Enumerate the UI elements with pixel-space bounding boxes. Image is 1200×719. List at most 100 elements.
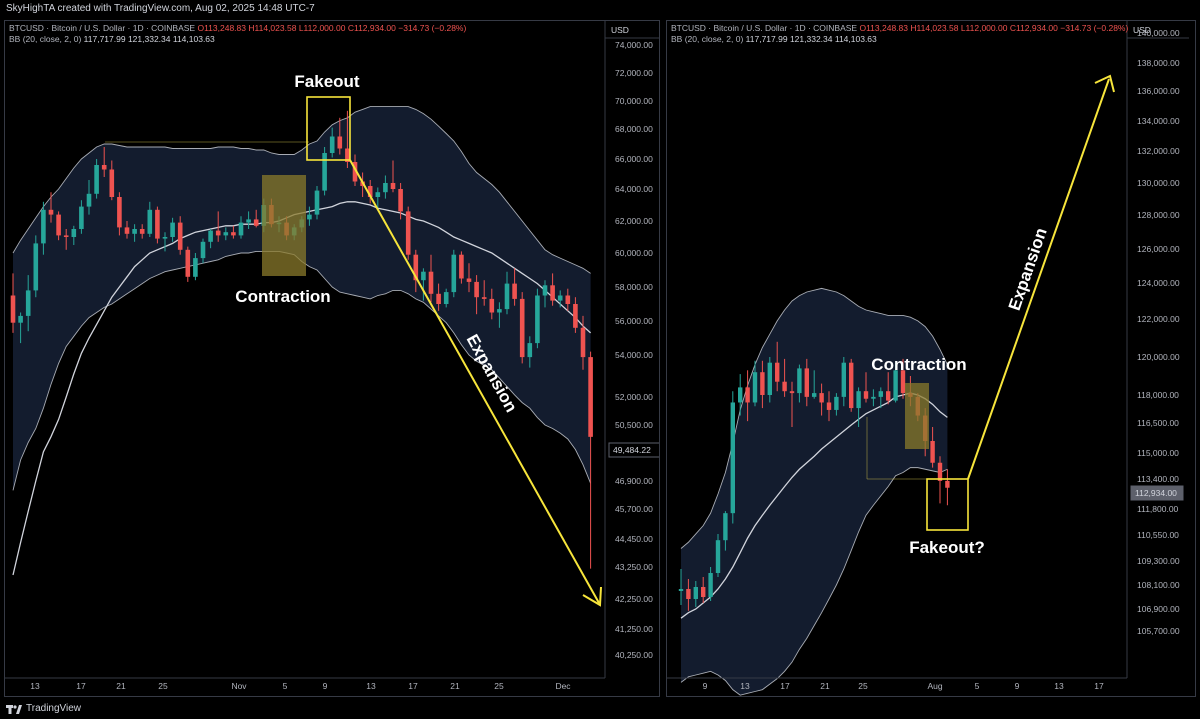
- candle-body: [459, 254, 464, 279]
- price-tick-label: 64,000.00: [615, 184, 653, 194]
- price-tick-label: 52,000.00: [615, 392, 653, 402]
- ohlc-high: H114,023.58: [248, 23, 297, 33]
- candle-body: [405, 211, 411, 255]
- time-tick-label: 17: [76, 681, 86, 691]
- ohlc-change: −314.73 (−0.28%): [1060, 23, 1129, 33]
- candle-body: [383, 183, 388, 193]
- expansion-arrowhead: [582, 586, 602, 607]
- ohlc-close: C112,934.00: [347, 23, 396, 33]
- time-tick-label: 17: [408, 681, 418, 691]
- candle-body: [893, 370, 898, 401]
- time-tick-label: Aug: [927, 681, 942, 691]
- candle-body: [124, 227, 130, 234]
- time-tick-label: 17: [780, 681, 790, 691]
- chart-canvas-left[interactable]: FakeoutContractionExpansionUSD74,000.007…: [5, 21, 660, 697]
- candle-body: [878, 391, 883, 397]
- candle-body: [390, 183, 396, 189]
- candle-body: [804, 368, 809, 397]
- symbol-text: BTCUSD · Bitcoin / U.S. Dollar · 1D · CO…: [671, 23, 858, 33]
- candle-body: [375, 192, 381, 197]
- price-tick-label: 50,500.00: [615, 420, 653, 430]
- legend-symbol-right: BTCUSD · Bitcoin / U.S. Dollar · 1D · CO…: [671, 23, 1128, 34]
- candle-body: [421, 271, 426, 281]
- price-tick-label: 105,700.00: [1137, 626, 1180, 636]
- candle-body: [139, 229, 145, 234]
- time-tick-label: 25: [494, 681, 504, 691]
- footer-bar: TradingView: [0, 699, 1200, 719]
- fakeout-box: [306, 96, 351, 161]
- candle-body: [208, 230, 213, 242]
- candle-body: [745, 387, 750, 403]
- candle-body: [900, 370, 906, 394]
- candle-body: [693, 587, 698, 599]
- legend-bb-left: BB (20, close, 2, 0) 117,717.99 121,332.…: [9, 34, 215, 45]
- candle-body: [701, 587, 706, 597]
- candle-body: [177, 222, 183, 250]
- candle-body: [10, 295, 16, 323]
- candle-body: [489, 298, 495, 313]
- last-price-label: 112,934.00: [1135, 488, 1177, 498]
- candle-body: [147, 209, 153, 234]
- candle-body: [223, 232, 229, 236]
- price-tick-label: 66,000.00: [615, 154, 653, 164]
- price-tick-label: 62,000.00: [615, 216, 653, 226]
- candle-body: [738, 387, 743, 403]
- candle-body: [253, 219, 259, 226]
- price-tick-label: 118,000.00: [1137, 390, 1179, 400]
- price-tick-label: 70,000.00: [615, 96, 653, 106]
- price-tick-label: 115,000.00: [1137, 448, 1179, 458]
- credit-bar: SkyHighTA created with TradingView.com, …: [0, 0, 1200, 18]
- bb-values: 117,717.99 121,332.34 114,103.63: [745, 34, 877, 44]
- candle-body: [71, 229, 77, 237]
- candle-body: [56, 214, 61, 236]
- candle-body: [841, 362, 846, 397]
- price-tick-label: 128,000.00: [1137, 210, 1180, 220]
- time-tick-label: 9: [703, 681, 708, 691]
- candle-body: [542, 285, 548, 296]
- bb-values: 117,717.99 121,332.34 114,103.63: [83, 34, 215, 44]
- bb-label: BB (20, close, 2, 0): [671, 34, 744, 44]
- candle-body: [535, 295, 540, 344]
- candle-body: [812, 393, 817, 397]
- price-axis-currency[interactable]: USD: [611, 25, 629, 35]
- ohlc-open: O113,248.83: [197, 23, 246, 33]
- candle-body: [849, 362, 854, 409]
- price-axis-background: [1127, 21, 1195, 696]
- time-tick-label: 5: [975, 681, 980, 691]
- candle-body: [41, 209, 46, 244]
- candle-body: [504, 283, 510, 310]
- credit-text: SkyHighTA created with TradingView.com, …: [6, 3, 315, 14]
- legend-bb-right: BB (20, close, 2, 0) 117,717.99 121,332.…: [671, 34, 877, 45]
- chart-canvas-right[interactable]: ContractionFakeout?ExpansionUSD140,000.0…: [667, 21, 1196, 697]
- candle-body: [18, 315, 23, 323]
- price-tick-label: 58,000.00: [615, 282, 653, 292]
- candle-body: [193, 258, 198, 277]
- candle-body: [945, 480, 950, 488]
- ohlc-open: O113,248.83: [859, 23, 908, 33]
- candle-body: [451, 254, 457, 293]
- price-tick-label: 124,000.00: [1137, 278, 1180, 288]
- candle-body: [79, 206, 84, 229]
- candle-body: [246, 219, 251, 223]
- price-tick-label: 130,000.00: [1137, 178, 1180, 188]
- chart-pane-right[interactable]: Contraction Fakeout? Expansion USD 140,000.0…: [666, 20, 1196, 697]
- candle-body: [826, 402, 832, 410]
- candle-body: [170, 222, 175, 237]
- chart-pane-left[interactable]: Fakeout Contraction Expansion USD 74,000.00 7…: [4, 20, 660, 697]
- price-tick-label: 108,100.00: [1137, 580, 1180, 590]
- candle-body: [329, 136, 335, 153]
- price-tick-label: 72,000.00: [615, 68, 653, 78]
- ohlc-low: L112,000.00: [298, 23, 346, 33]
- candle-body: [345, 148, 350, 162]
- candle-body: [238, 222, 244, 236]
- time-tick-label: Dec: [555, 681, 571, 691]
- candle-body: [185, 249, 191, 277]
- price-axis-currency[interactable]: USD: [1133, 25, 1151, 35]
- candle-body: [474, 281, 479, 298]
- price-tick-label: 132,000.00: [1137, 146, 1180, 156]
- price-tick-label: 111,800.00: [1137, 504, 1179, 514]
- candle-body: [398, 189, 403, 212]
- time-tick-label: 9: [1015, 681, 1020, 691]
- price-tick-label: 68,000.00: [615, 124, 653, 134]
